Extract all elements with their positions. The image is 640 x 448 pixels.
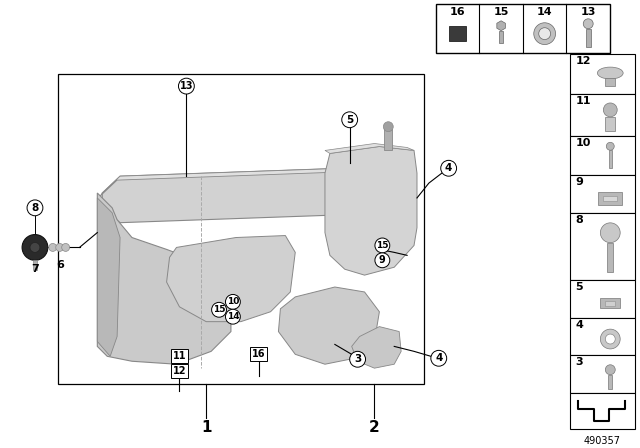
Bar — [570, 175, 635, 213]
Text: 15: 15 — [212, 305, 225, 314]
Circle shape — [22, 235, 48, 260]
Circle shape — [49, 243, 57, 251]
Text: 2: 2 — [369, 420, 380, 435]
Circle shape — [600, 223, 620, 243]
Bar — [33, 260, 37, 270]
Text: 6: 6 — [56, 260, 63, 270]
Circle shape — [605, 334, 615, 344]
Text: 490357: 490357 — [584, 436, 621, 447]
Circle shape — [605, 365, 615, 375]
Bar — [604, 195, 617, 202]
Circle shape — [179, 78, 195, 94]
Circle shape — [600, 329, 620, 349]
Bar — [58, 74, 424, 384]
Polygon shape — [97, 198, 120, 356]
Ellipse shape — [597, 67, 623, 79]
Bar — [605, 78, 615, 86]
Text: 4: 4 — [575, 319, 583, 330]
Polygon shape — [351, 327, 401, 368]
Circle shape — [539, 28, 550, 39]
Polygon shape — [325, 146, 417, 275]
Bar — [385, 129, 392, 151]
Circle shape — [583, 19, 593, 29]
Bar — [171, 364, 188, 378]
Bar — [586, 29, 591, 47]
Circle shape — [225, 294, 241, 309]
Circle shape — [431, 350, 447, 366]
Text: 13: 13 — [580, 7, 596, 17]
Text: 7: 7 — [31, 264, 39, 274]
Text: 3: 3 — [354, 354, 361, 364]
Text: 9: 9 — [575, 177, 583, 187]
Circle shape — [212, 302, 227, 317]
Text: 13: 13 — [180, 81, 193, 91]
Text: 10: 10 — [575, 138, 591, 147]
Circle shape — [375, 253, 390, 268]
Bar — [449, 26, 467, 41]
Text: 5: 5 — [346, 115, 353, 125]
Bar — [436, 4, 610, 53]
Polygon shape — [100, 166, 414, 196]
Circle shape — [61, 243, 70, 251]
Circle shape — [27, 200, 43, 216]
Circle shape — [375, 238, 390, 253]
Bar — [605, 117, 615, 131]
Text: 11: 11 — [173, 351, 186, 361]
Text: 16: 16 — [252, 349, 266, 359]
Bar — [605, 302, 615, 306]
Text: 9: 9 — [379, 255, 386, 265]
Text: 4: 4 — [445, 163, 452, 173]
Bar — [570, 136, 635, 175]
Text: 5: 5 — [575, 282, 583, 292]
Polygon shape — [497, 21, 506, 30]
Polygon shape — [102, 166, 414, 223]
Text: 12: 12 — [173, 366, 186, 376]
Text: 8: 8 — [575, 215, 583, 225]
Text: 14: 14 — [227, 312, 239, 321]
Text: 12: 12 — [575, 56, 591, 66]
Bar — [570, 94, 635, 136]
Bar — [570, 355, 635, 393]
Bar — [570, 280, 635, 318]
Circle shape — [604, 103, 617, 117]
Text: 10: 10 — [227, 297, 239, 306]
Bar — [250, 347, 267, 361]
Bar — [499, 30, 503, 43]
Bar — [600, 298, 620, 308]
Circle shape — [441, 160, 456, 176]
Text: 3: 3 — [575, 357, 583, 367]
Text: 15: 15 — [376, 241, 388, 250]
Bar — [570, 393, 635, 429]
Circle shape — [342, 112, 358, 128]
Circle shape — [534, 23, 556, 44]
Polygon shape — [325, 143, 414, 153]
Text: 14: 14 — [537, 7, 552, 17]
Bar — [598, 192, 622, 206]
Bar — [609, 150, 612, 168]
Polygon shape — [166, 236, 295, 322]
Text: 11: 11 — [575, 96, 591, 106]
Circle shape — [606, 142, 614, 150]
Circle shape — [349, 351, 365, 367]
Circle shape — [225, 309, 241, 324]
Text: 8: 8 — [31, 203, 38, 213]
Bar — [171, 349, 188, 363]
Circle shape — [30, 242, 40, 252]
Bar — [608, 375, 612, 388]
Text: 15: 15 — [493, 7, 509, 17]
Text: 1: 1 — [201, 420, 211, 435]
Bar — [607, 243, 613, 272]
Circle shape — [56, 243, 63, 251]
Polygon shape — [97, 193, 231, 364]
Polygon shape — [278, 287, 380, 364]
Bar — [570, 55, 635, 94]
Text: 16: 16 — [450, 7, 465, 17]
Circle shape — [383, 122, 393, 132]
Text: 4: 4 — [435, 353, 442, 363]
Bar — [570, 318, 635, 355]
Bar — [570, 213, 635, 280]
